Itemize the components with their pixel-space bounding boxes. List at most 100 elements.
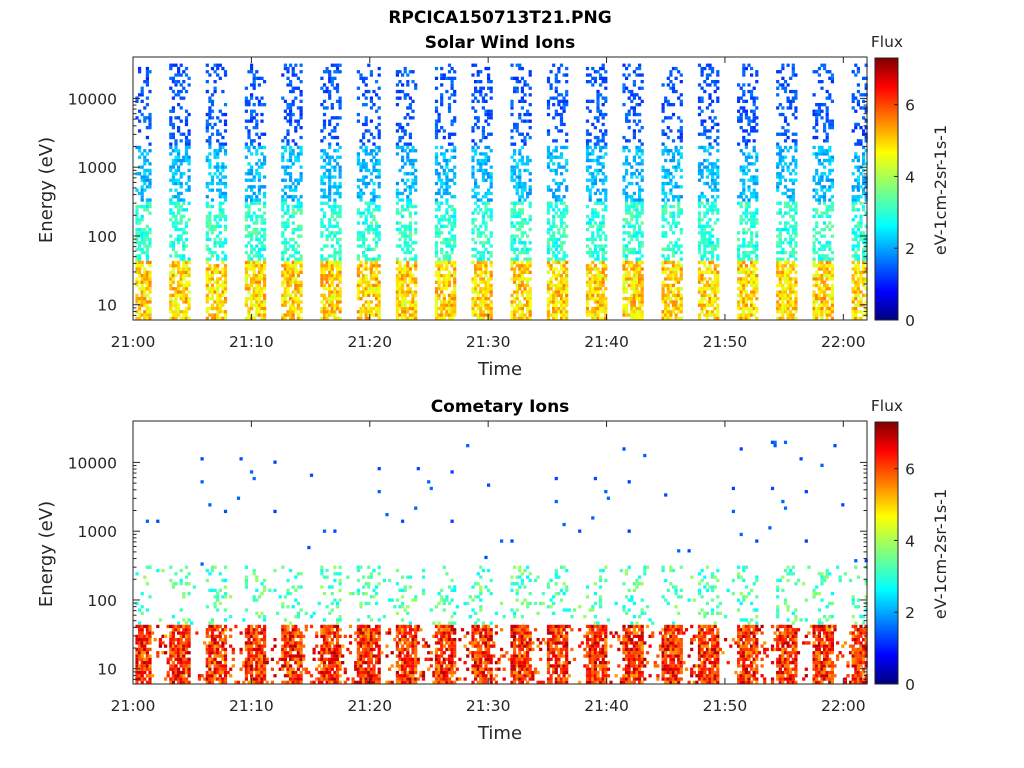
spectrogram-cell	[713, 116, 717, 120]
spectrogram-cell	[705, 198, 709, 202]
spectrogram-cell	[453, 310, 457, 314]
spectrogram-cell	[369, 119, 373, 123]
spectrogram-cell	[713, 300, 717, 304]
spectrogram-cell	[171, 316, 175, 320]
spectrogram-cell	[414, 306, 418, 311]
spectrogram-cell	[528, 135, 532, 140]
spectrogram-cell	[403, 93, 407, 97]
spectrogram-cell	[489, 316, 493, 320]
spectrogram-cell	[401, 198, 405, 202]
spectrogram-cell	[666, 172, 670, 176]
spectrogram-cell	[630, 172, 634, 176]
spectrogram-cell	[330, 214, 334, 219]
spectrogram-cell	[174, 204, 178, 209]
spectrogram-cell	[742, 152, 746, 156]
spectrogram-cell	[528, 277, 532, 281]
spectrogram-cell	[593, 116, 597, 120]
spectrogram-cell	[145, 185, 149, 189]
spectrogram-cell	[739, 316, 743, 320]
spectrogram-cell	[593, 158, 597, 163]
spectrogram-cell	[479, 152, 483, 156]
spectrogram-cell	[440, 214, 444, 219]
spectrogram-cell	[747, 227, 751, 232]
spectrogram-cell	[145, 178, 149, 182]
spectrogram-cell	[669, 178, 673, 182]
spectrogram-cell	[289, 106, 293, 110]
spectrogram-cell	[148, 306, 152, 311]
spectrogram-cell	[518, 227, 522, 232]
spectrogram-cell	[716, 218, 720, 222]
spectrogram-cell	[604, 112, 608, 117]
spectrogram-cell	[281, 145, 285, 150]
spectrogram-cell	[632, 297, 636, 301]
spectrogram-cell	[263, 211, 267, 215]
spectrogram-cell	[359, 191, 363, 196]
spectrogram-cell	[294, 195, 298, 199]
spectrogram-cell	[554, 224, 558, 228]
spectrogram-cell	[513, 89, 517, 94]
spectrogram-cell	[585, 274, 590, 278]
spectrogram-cell	[218, 76, 222, 80]
spectrogram-cell	[250, 257, 254, 261]
spectrogram-cell	[630, 306, 634, 311]
spectrogram-cell	[328, 260, 332, 265]
spectrogram-cell	[518, 175, 522, 179]
spectrogram-cell	[437, 119, 441, 123]
spectrogram-cell	[223, 149, 228, 153]
spectrogram-cell	[515, 76, 519, 80]
spectrogram-cell	[554, 195, 558, 199]
spectrogram-cell	[174, 158, 178, 163]
spectrogram-cell	[296, 145, 300, 150]
spectrogram-cell	[562, 201, 566, 205]
spectrogram-cell	[174, 316, 178, 320]
spectrogram-cell	[205, 234, 209, 238]
spectrogram-cell	[250, 198, 254, 202]
spectrogram-cell	[697, 244, 702, 248]
spectrogram-cell	[442, 267, 446, 271]
spectrogram-cell	[263, 257, 267, 261]
spectrogram-cell	[289, 80, 293, 84]
spectrogram-cell	[700, 234, 704, 238]
spectrogram-cell	[546, 244, 551, 248]
spectrogram-cell	[523, 270, 527, 274]
spectrogram-cell	[411, 80, 415, 84]
spectrogram-cell	[403, 162, 407, 166]
spectrogram-cell	[627, 73, 631, 77]
spectrogram-cell	[437, 172, 441, 176]
spectrogram-cell	[604, 244, 608, 248]
spectrogram-cell	[356, 310, 360, 314]
spectrogram-cell	[398, 122, 402, 127]
spectrogram-cell	[171, 178, 175, 182]
spectrogram-cell	[263, 162, 267, 166]
spectrogram-cell	[328, 162, 332, 166]
spectrogram-cell	[671, 83, 676, 87]
spectrogram-cell	[286, 119, 290, 123]
spectrogram-cell	[140, 89, 144, 94]
spectrogram-cell	[213, 290, 217, 294]
spectrogram-cell	[395, 290, 399, 294]
spectrogram-cell	[398, 227, 402, 232]
spectrogram-cell	[708, 260, 712, 265]
spectrogram-cell	[223, 73, 228, 77]
spectrogram-cell	[179, 96, 183, 100]
spectrogram-cell	[744, 303, 748, 307]
spectrogram-cell	[221, 310, 225, 314]
spectrogram-cell	[263, 303, 267, 307]
spectrogram-cell	[372, 237, 376, 242]
spectrogram-cell	[546, 316, 551, 320]
spectrogram-cell	[671, 306, 676, 311]
spectrogram-cell	[216, 300, 220, 304]
spectrogram-cell	[632, 119, 636, 123]
spectrogram-cell	[377, 237, 381, 242]
spectrogram-cell	[244, 201, 248, 205]
spectrogram-cell	[510, 267, 514, 271]
spectrogram-cell	[328, 80, 332, 84]
spectrogram-cell	[210, 198, 215, 202]
spectrogram-cell	[328, 198, 332, 202]
spectrogram-cell	[671, 158, 676, 163]
spectrogram-cell	[174, 80, 178, 84]
spectrogram-cell	[635, 306, 639, 311]
spectrogram-cell	[299, 106, 303, 110]
spectrogram-cell	[218, 283, 222, 288]
spectrogram-cell	[674, 76, 678, 80]
